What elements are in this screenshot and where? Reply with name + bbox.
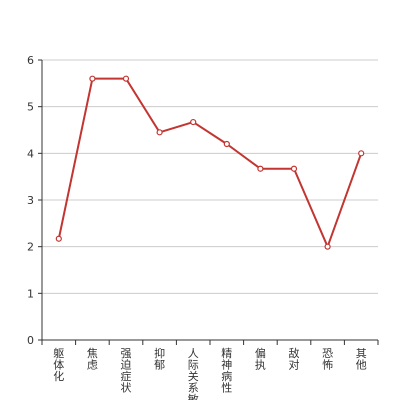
x-tick-label: 其他 (356, 347, 367, 372)
data-point[interactable] (122, 75, 130, 82)
y-tick-label: 5 (27, 101, 34, 114)
data-point[interactable] (55, 235, 62, 242)
y-tick-label: 1 (27, 287, 34, 300)
x-tick-label: 强迫症状 (121, 347, 132, 395)
y-tick-label: 0 (27, 334, 34, 347)
series (55, 75, 365, 250)
series-line (57, 77, 363, 248)
x-tick-label: 人际关系敏感 (188, 347, 199, 400)
y-tick-label: 6 (27, 54, 34, 67)
data-point[interactable] (324, 243, 331, 250)
y-tick-label: 2 (27, 241, 34, 254)
data-point[interactable] (257, 165, 264, 172)
data-point[interactable] (89, 75, 96, 82)
data-point[interactable] (190, 118, 197, 126)
grid-lines (42, 59, 378, 294)
x-tick-label: 抑郁 (154, 346, 165, 372)
axes (38, 59, 379, 345)
data-point[interactable] (223, 140, 230, 148)
x-tick-label: 焦虑 (87, 347, 98, 372)
data-point[interactable] (358, 150, 365, 157)
y-tick-labels: 0 1 2 3 4 5 6 (27, 54, 34, 347)
x-tick-label: 偏执 (255, 346, 266, 372)
x-tick-label: 精神病性 (221, 347, 232, 395)
data-point[interactable] (290, 165, 298, 172)
x-tick-label: 恐怖 (322, 347, 333, 372)
x-tick-label: 躯体化 (53, 347, 64, 383)
y-tick-label: 3 (27, 194, 34, 207)
data-point[interactable] (156, 129, 163, 136)
y-tick-label: 4 (27, 147, 34, 160)
x-tick-label: 敌对 (289, 346, 300, 372)
